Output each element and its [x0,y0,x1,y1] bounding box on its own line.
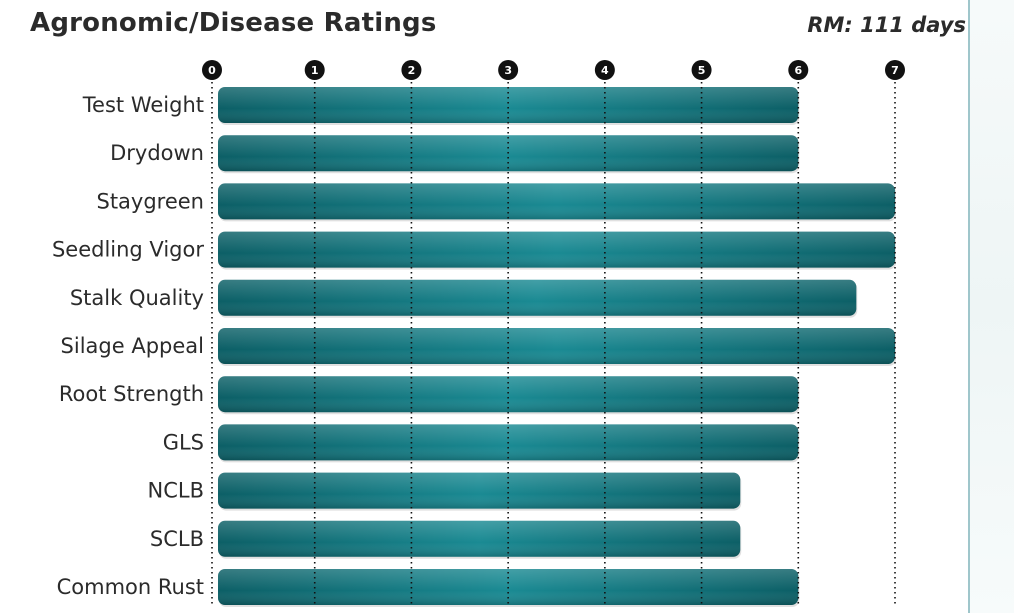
svg-text:1: 1 [311,64,319,77]
x-tick-label: 4 [594,60,615,80]
x-tick-label: 1 [304,60,325,80]
bar [218,520,742,559]
decorative-background [970,0,1014,613]
category-label: Seedling Vigor [52,238,204,262]
svg-text:7: 7 [891,64,899,77]
bar [218,376,800,415]
x-tick-label: 3 [498,60,519,80]
x-tick-label: 6 [788,60,809,80]
svg-text:5: 5 [698,64,706,77]
x-tick-label: 2 [401,60,422,80]
category-label: Staygreen [96,189,204,213]
bar [218,328,896,366]
category-label: GLS [163,430,204,454]
bar [218,87,800,125]
bar [218,183,896,222]
category-label: NCLB [148,479,204,503]
category-label: Silage Appeal [61,334,204,358]
bar [218,279,858,318]
category-label: Common Rust [57,575,204,599]
svg-text:3: 3 [504,64,512,77]
ratings-bar-chart: 0 1 2 3 4 5 6 7 Test Weight Drydown Staygreen Seed… [52,60,905,607]
bar [218,472,742,511]
category-label: Stalk Quality [70,286,204,310]
svg-text:2: 2 [408,64,416,77]
category-label: Test Weight [82,93,204,117]
chart-title: Agronomic/Disease Ratings [30,8,437,38]
x-tick-label: 0 [202,60,222,80]
x-tick-label: 7 [885,60,905,80]
bar [218,231,896,270]
category-label: SCLB [150,527,204,551]
svg-text:4: 4 [601,64,609,77]
category-label: Drydown [110,141,204,165]
x-tick-label: 5 [691,60,712,80]
relative-maturity-label: RM: 111 days [807,13,966,37]
svg-text:6: 6 [794,64,802,77]
svg-text:0: 0 [208,64,216,77]
category-label: Root Strength [59,382,204,406]
